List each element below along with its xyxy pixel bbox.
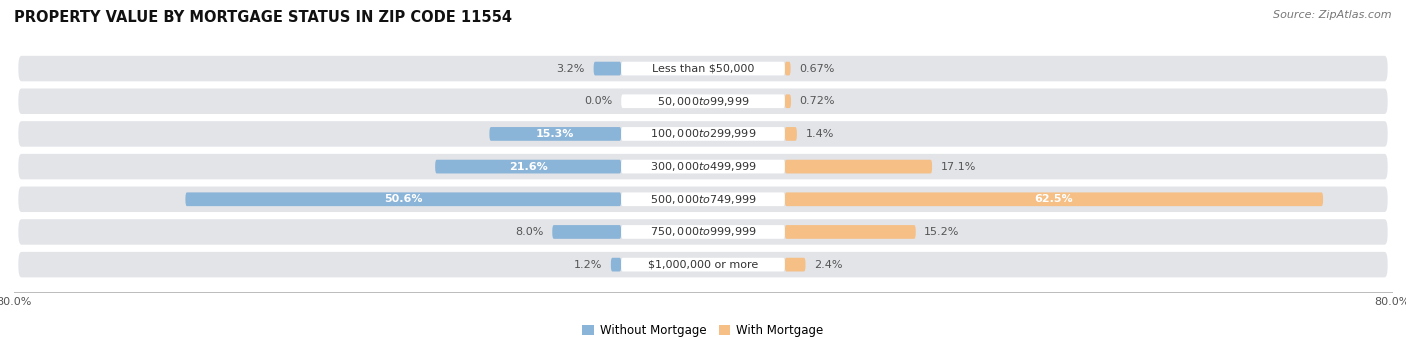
FancyBboxPatch shape [621, 160, 785, 173]
FancyBboxPatch shape [18, 187, 1388, 212]
Text: $50,000 to $99,999: $50,000 to $99,999 [657, 95, 749, 108]
FancyBboxPatch shape [785, 225, 915, 239]
Text: 0.67%: 0.67% [799, 64, 835, 73]
FancyBboxPatch shape [621, 95, 785, 108]
Text: 1.4%: 1.4% [806, 129, 834, 139]
Text: $1,000,000 or more: $1,000,000 or more [648, 260, 758, 270]
FancyBboxPatch shape [436, 160, 621, 173]
FancyBboxPatch shape [621, 62, 785, 75]
FancyBboxPatch shape [593, 62, 621, 75]
FancyBboxPatch shape [785, 62, 790, 75]
FancyBboxPatch shape [18, 121, 1388, 147]
Text: Source: ZipAtlas.com: Source: ZipAtlas.com [1274, 10, 1392, 20]
FancyBboxPatch shape [610, 258, 621, 271]
FancyBboxPatch shape [621, 225, 785, 239]
Text: 8.0%: 8.0% [516, 227, 544, 237]
Text: 1.2%: 1.2% [574, 260, 602, 270]
Legend: Without Mortgage, With Mortgage: Without Mortgage, With Mortgage [578, 319, 828, 340]
Text: 0.72%: 0.72% [800, 96, 835, 106]
FancyBboxPatch shape [621, 258, 785, 271]
Text: $750,000 to $999,999: $750,000 to $999,999 [650, 225, 756, 238]
FancyBboxPatch shape [18, 88, 1388, 114]
FancyBboxPatch shape [489, 127, 621, 141]
Text: 15.3%: 15.3% [536, 129, 575, 139]
Text: 2.4%: 2.4% [814, 260, 842, 270]
Text: PROPERTY VALUE BY MORTGAGE STATUS IN ZIP CODE 11554: PROPERTY VALUE BY MORTGAGE STATUS IN ZIP… [14, 10, 512, 25]
Text: 0.0%: 0.0% [585, 96, 613, 106]
FancyBboxPatch shape [186, 192, 621, 206]
FancyBboxPatch shape [785, 127, 797, 141]
FancyBboxPatch shape [18, 56, 1388, 81]
Text: 17.1%: 17.1% [941, 162, 976, 172]
Text: $500,000 to $749,999: $500,000 to $749,999 [650, 193, 756, 206]
Text: 21.6%: 21.6% [509, 162, 547, 172]
FancyBboxPatch shape [785, 95, 792, 108]
Text: 62.5%: 62.5% [1035, 194, 1073, 204]
Text: $300,000 to $499,999: $300,000 to $499,999 [650, 160, 756, 173]
FancyBboxPatch shape [553, 225, 621, 239]
FancyBboxPatch shape [621, 127, 785, 141]
Text: Less than $50,000: Less than $50,000 [652, 64, 754, 73]
Text: 15.2%: 15.2% [924, 227, 960, 237]
FancyBboxPatch shape [621, 192, 785, 206]
FancyBboxPatch shape [18, 219, 1388, 245]
Text: 3.2%: 3.2% [557, 64, 585, 73]
FancyBboxPatch shape [785, 258, 806, 271]
Text: 50.6%: 50.6% [384, 194, 423, 204]
FancyBboxPatch shape [18, 154, 1388, 179]
Text: $100,000 to $299,999: $100,000 to $299,999 [650, 128, 756, 140]
FancyBboxPatch shape [785, 192, 1323, 206]
FancyBboxPatch shape [785, 160, 932, 173]
FancyBboxPatch shape [18, 252, 1388, 277]
